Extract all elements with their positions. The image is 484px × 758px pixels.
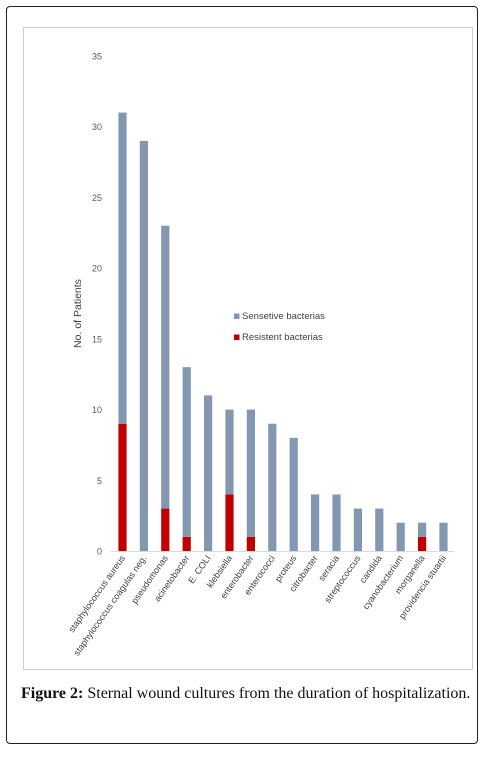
bar-sensitive xyxy=(225,409,234,495)
bar-sensitive xyxy=(439,522,448,551)
bar-resistant xyxy=(161,508,170,551)
y-tick-label: 10 xyxy=(92,405,102,415)
bar-sensitive xyxy=(268,423,277,551)
bar-sensitive xyxy=(118,112,127,424)
y-axis-title: No. of Patients xyxy=(72,279,84,348)
figure-label: Figure 2: xyxy=(21,685,84,702)
legend-label: Sensetive bacterias xyxy=(242,311,325,322)
bar-resistant xyxy=(182,536,191,551)
bar-sensitive xyxy=(139,140,148,551)
caption-text: Sternal wound cultures from the duration… xyxy=(83,685,471,702)
bar-resistant xyxy=(246,536,255,551)
figure-caption: Figure 2: Sternal wound cultures from th… xyxy=(21,684,477,704)
legend-swatch xyxy=(234,334,240,340)
bar-resistant xyxy=(225,494,234,551)
chart-area: 0 5 10 15 20 25 30 35 No. of Patients staphylococ… xyxy=(23,27,473,670)
y-tick-label: 0 xyxy=(97,547,102,557)
figure-frame: 0 5 10 15 20 25 30 35 No. of Patients staphylococ… xyxy=(6,6,478,744)
bar-sensitive xyxy=(311,494,320,551)
y-tick-label: 5 xyxy=(97,476,102,486)
y-tick-label: 15 xyxy=(92,334,102,344)
y-tick-label: 35 xyxy=(92,52,102,62)
bar-sensitive xyxy=(332,494,341,551)
bar-sensitive xyxy=(246,409,255,537)
bar-sensitive xyxy=(161,225,170,509)
bar-sensitive xyxy=(353,508,362,551)
y-tick-label: 30 xyxy=(92,122,102,132)
bar-sensitive xyxy=(289,437,298,551)
bar-resistant xyxy=(118,423,127,551)
bar-sensitive xyxy=(182,367,191,537)
bar-resistant xyxy=(418,536,427,551)
bar-sensitive xyxy=(396,522,405,551)
bar-sensitive xyxy=(204,395,213,551)
y-tick-label: 25 xyxy=(92,193,102,203)
bar-sensitive xyxy=(418,522,427,537)
y-tick-label: 20 xyxy=(92,264,102,274)
bar-sensitive xyxy=(375,508,384,551)
legend-label: Resistent bacterias xyxy=(242,332,323,343)
legend-swatch xyxy=(234,313,240,319)
